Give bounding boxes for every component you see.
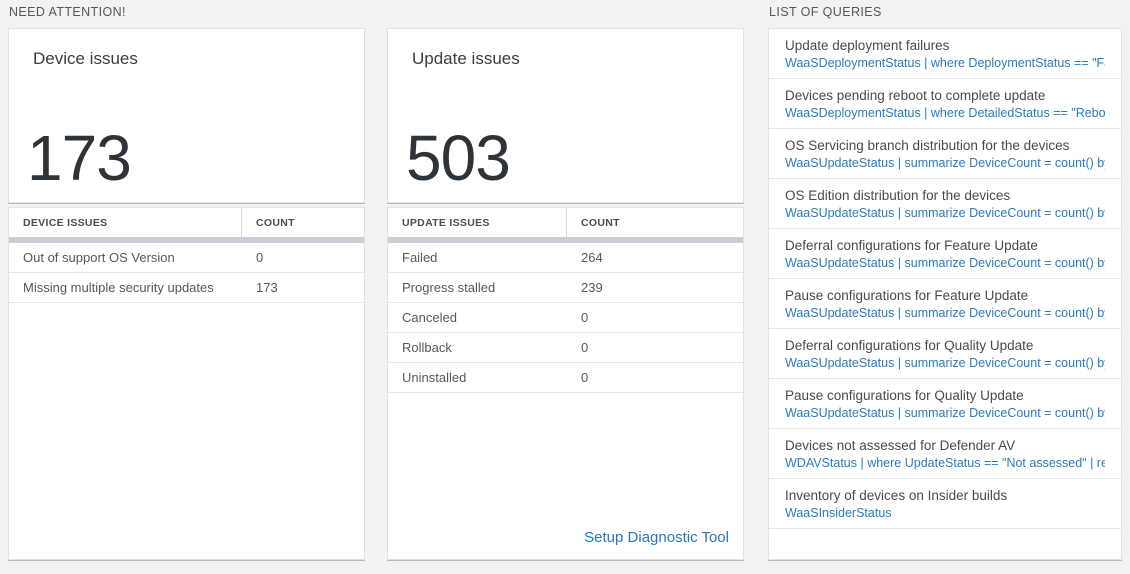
- query-item[interactable]: Devices not assessed for Defender AV WDA…: [769, 429, 1121, 479]
- table-footer: Setup Diagnostic Tool: [388, 519, 743, 559]
- tile-title: Update issues: [412, 49, 520, 68]
- query-item[interactable]: OS Servicing branch distribution for the…: [769, 129, 1121, 179]
- query-item[interactable]: OS Edition distribution for the devices …: [769, 179, 1121, 229]
- query-item[interactable]: Inventory of devices on Insider builds W…: [769, 479, 1121, 529]
- table-header-row: DEVICE ISSUES COUNT: [9, 208, 364, 237]
- table-row[interactable]: Failed 264: [388, 243, 743, 273]
- setup-diagnostic-tool-link[interactable]: Setup Diagnostic Tool: [584, 529, 729, 546]
- table-header-row: UPDATE ISSUES COUNT: [388, 208, 743, 237]
- query-item[interactable]: Update deployment failures WaaSDeploymen…: [769, 29, 1121, 79]
- row-label: Missing multiple security updates: [23, 280, 214, 295]
- table-divider-bar: [388, 237, 743, 243]
- row-count: 264: [581, 250, 603, 265]
- row-label: Out of support OS Version: [23, 250, 175, 265]
- list-of-queries-section-label: LIST OF QUERIES: [769, 5, 882, 19]
- row-label: Uninstalled: [402, 370, 467, 385]
- need-attention-section-label: NEED ATTENTION!: [9, 5, 126, 19]
- query-item[interactable]: Devices pending reboot to complete updat…: [769, 79, 1121, 129]
- column-header-count: COUNT: [581, 216, 620, 229]
- query-title: OS Servicing branch distribution for the…: [785, 138, 1070, 153]
- query-title: OS Edition distribution for the devices: [785, 188, 1011, 203]
- query-title: Devices pending reboot to complete updat…: [785, 88, 1046, 103]
- update-issues-table: UPDATE ISSUES COUNT Failed 264 Progress …: [387, 207, 744, 560]
- row-label: Canceled: [402, 310, 457, 325]
- row-label: Progress stalled: [402, 280, 496, 295]
- query-text[interactable]: WaaSUpdateStatus | summarize DeviceCount…: [785, 256, 1105, 270]
- query-title: Update deployment failures: [785, 38, 950, 53]
- table-divider-bar: [9, 237, 364, 243]
- query-item[interactable]: Pause configurations for Quality Update …: [769, 379, 1121, 429]
- table-row[interactable]: Progress stalled 239: [388, 273, 743, 303]
- query-title: Pause configurations for Quality Update: [785, 388, 1024, 403]
- table-row[interactable]: Out of support OS Version 0: [9, 243, 364, 273]
- query-item[interactable]: Pause configurations for Feature Update …: [769, 279, 1121, 329]
- row-count: 239: [581, 280, 603, 295]
- tile-count: 173: [27, 122, 132, 194]
- tile-count: 503: [406, 122, 511, 194]
- table-row[interactable]: Canceled 0: [388, 303, 743, 333]
- query-title: Pause configurations for Feature Update: [785, 288, 1029, 303]
- query-text[interactable]: WaaSUpdateStatus | summarize DeviceCount…: [785, 356, 1105, 370]
- query-title: Devices not assessed for Defender AV: [785, 438, 1016, 453]
- column-header-update-issues: UPDATE ISSUES: [388, 208, 567, 237]
- table-row[interactable]: Rollback 0: [388, 333, 743, 363]
- device-issues-table: DEVICE ISSUES COUNT Out of support OS Ve…: [8, 207, 365, 560]
- query-text[interactable]: WaaSUpdateStatus | summarize DeviceCount…: [785, 306, 1105, 320]
- row-count: 0: [581, 310, 589, 325]
- device-issues-tile[interactable]: Device issues 173: [8, 28, 365, 203]
- row-count: 0: [581, 370, 589, 385]
- row-count: 0: [581, 340, 589, 355]
- column-header-device-issues: DEVICE ISSUES: [9, 208, 242, 237]
- update-issues-tile[interactable]: Update issues 503: [387, 28, 744, 203]
- query-list-panel: Update deployment failures WaaSDeploymen…: [768, 28, 1122, 560]
- query-text[interactable]: WaaSDeploymentStatus | where DeploymentS…: [785, 56, 1105, 70]
- row-label: Rollback: [402, 340, 452, 355]
- query-text[interactable]: WaaSDeploymentStatus | where DetailedSta…: [785, 106, 1105, 120]
- table-row[interactable]: Missing multiple security updates 173: [9, 273, 364, 303]
- tile-title: Device issues: [33, 49, 138, 68]
- row-label: Failed: [402, 250, 438, 265]
- column-header-count: COUNT: [256, 216, 295, 229]
- query-text[interactable]: WaaSUpdateStatus | summarize DeviceCount…: [785, 156, 1105, 170]
- row-count: 0: [256, 250, 264, 265]
- query-item[interactable]: Deferral configurations for Quality Upda…: [769, 329, 1121, 379]
- query-item[interactable]: Deferral configurations for Feature Upda…: [769, 229, 1121, 279]
- row-count: 173: [256, 280, 278, 295]
- query-title: Deferral configurations for Quality Upda…: [785, 338, 1034, 353]
- query-text[interactable]: WaaSInsiderStatus: [785, 506, 892, 520]
- query-text[interactable]: WaaSUpdateStatus | summarize DeviceCount…: [785, 206, 1105, 220]
- query-text[interactable]: WaaSUpdateStatus | summarize DeviceCount…: [785, 406, 1105, 420]
- query-text[interactable]: WDAVStatus | where UpdateStatus == "Not …: [785, 456, 1105, 470]
- table-row[interactable]: Uninstalled 0: [388, 363, 743, 393]
- query-title: Inventory of devices on Insider builds: [785, 488, 1008, 503]
- query-title: Deferral configurations for Feature Upda…: [785, 238, 1038, 253]
